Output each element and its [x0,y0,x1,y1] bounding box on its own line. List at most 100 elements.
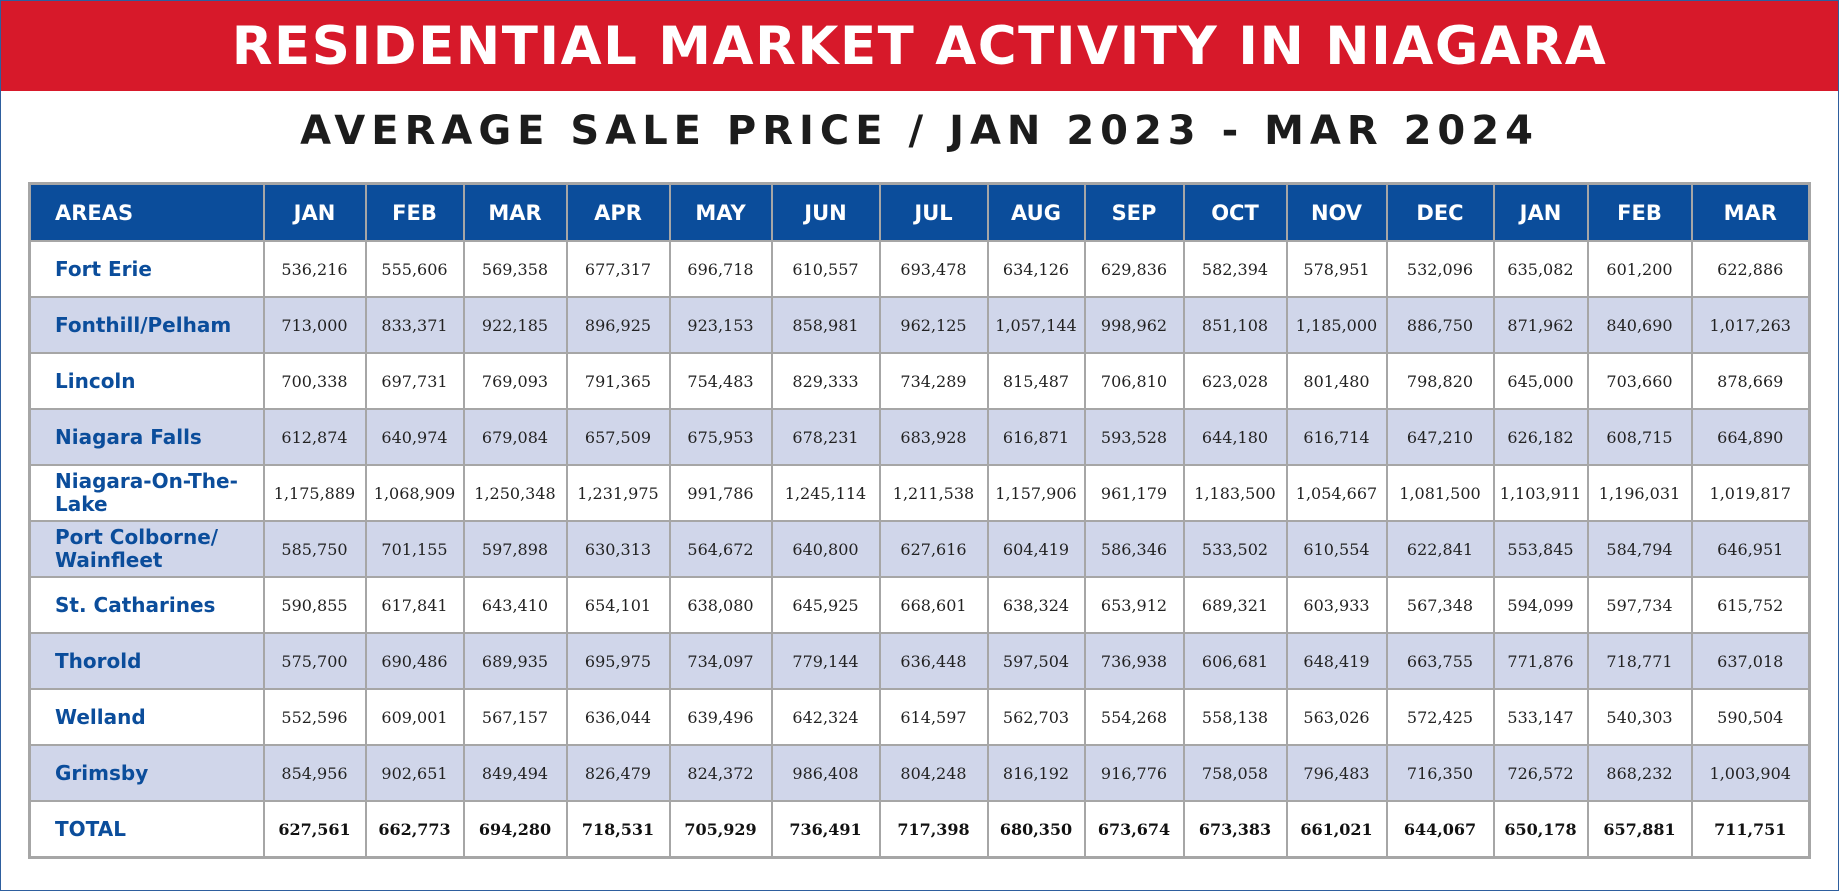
column-header-month: JUL [878,182,989,242]
price-cell: 582,394 [1182,240,1288,298]
total-cell: 673,674 [1083,800,1185,859]
price-cell: 622,886 [1690,240,1811,298]
price-cell: 584,794 [1586,520,1693,578]
total-cell: 705,929 [668,800,773,859]
price-cell: 858,981 [770,296,881,354]
column-header-month: AUG [986,182,1086,242]
price-cell: 590,504 [1690,688,1811,746]
area-name: Thorold [28,632,265,690]
price-cell: 578,951 [1285,240,1388,298]
price-cell: 801,480 [1285,352,1388,410]
area-name: Fort Erie [28,240,265,298]
price-cell: 683,928 [878,408,989,466]
price-cell: 663,755 [1385,632,1495,690]
price-cell: 734,097 [668,632,773,690]
price-cell: 886,750 [1385,296,1495,354]
table-row: Port Colborne/ Wainfleet 585,750 701,155 59… [28,520,1811,578]
price-cell: 606,681 [1182,632,1288,690]
price-cell: 854,956 [262,744,367,802]
price-cell: 640,800 [770,520,881,578]
total-cell: 661,021 [1285,800,1388,859]
price-cell: 615,752 [1690,576,1811,634]
price-cell: 718,771 [1586,632,1693,690]
table-row: Niagara Falls 612,874 640,974 679,084 657,50… [28,408,1811,466]
price-cell: 1,196,031 [1586,464,1693,522]
price-cell: 645,000 [1492,352,1589,410]
price-cell: 815,487 [986,352,1086,410]
price-cell: 829,333 [770,352,881,410]
column-header-month: MAR [462,182,568,242]
price-cell: 604,419 [986,520,1086,578]
column-header-month: FEB [364,182,465,242]
price-cell: 590,855 [262,576,367,634]
price-cell: 1,103,911 [1492,464,1589,522]
table-row: Lincoln 700,338 697,731 769,093 791,365 754,4… [28,352,1811,410]
total-cell: 662,773 [364,800,465,859]
price-cell: 1,054,667 [1285,464,1388,522]
column-header-month: SEP [1083,182,1185,242]
total-cell: 627,561 [262,800,367,859]
page-title: RESIDENTIAL MARKET ACTIVITY IN NIAGARA [1,1,1838,91]
price-cell: 643,410 [462,576,568,634]
price-cell: 804,248 [878,744,989,802]
total-row: TOTAL 627,561 662,773 694,280 718,531 705,929… [28,800,1811,859]
price-cell: 642,324 [770,688,881,746]
price-cell: 826,479 [565,744,671,802]
price-cell: 706,810 [1083,352,1185,410]
price-cell: 779,144 [770,632,881,690]
price-cell: 998,962 [1083,296,1185,354]
price-cell: 689,321 [1182,576,1288,634]
price-cell: 769,093 [462,352,568,410]
total-cell: 680,350 [986,800,1086,859]
price-cell: 616,871 [986,408,1086,466]
price-cell: 644,180 [1182,408,1288,466]
table-row: Fonthill/Pelham 713,000 833,371 922,185 896,… [28,296,1811,354]
column-header-month: MAY [668,182,773,242]
price-cell: 1,211,538 [878,464,989,522]
price-cell: 614,597 [878,688,989,746]
price-cell: 871,962 [1492,296,1589,354]
price-cell: 678,231 [770,408,881,466]
price-cell: 695,975 [565,632,671,690]
price-cell: 664,890 [1690,408,1811,466]
price-cell: 646,951 [1690,520,1811,578]
price-cell: 816,192 [986,744,1086,802]
price-cell: 701,155 [364,520,465,578]
price-cell: 585,750 [262,520,367,578]
price-cell: 675,953 [668,408,773,466]
price-cell: 617,841 [364,576,465,634]
table-row: Grimsby 854,956 902,651 849,494 826,479 824,3… [28,744,1811,802]
price-cell: 851,108 [1182,296,1288,354]
table-header-row: AREAS JAN FEB MAR APR MAY JUN JUL AUG SEP OCT NOV DE… [28,182,1811,242]
column-header-month: JAN [1492,182,1589,242]
price-cell: 962,125 [878,296,989,354]
area-name: Port Colborne/ Wainfleet [28,520,265,578]
price-cell: 647,210 [1385,408,1495,466]
total-cell: 736,491 [770,800,881,859]
price-cell: 868,232 [1586,744,1693,802]
price-cell: 798,820 [1385,352,1495,410]
table-row: Welland 552,596 609,001 567,157 636,044 639,4… [28,688,1811,746]
total-cell: 694,280 [462,800,568,859]
price-cell: 552,596 [262,688,367,746]
price-cell: 796,483 [1285,744,1388,802]
price-cell: 986,408 [770,744,881,802]
column-header-month: OCT [1182,182,1288,242]
price-cell: 754,483 [668,352,773,410]
price-cell: 597,734 [1586,576,1693,634]
price-cell: 636,044 [565,688,671,746]
total-label: TOTAL [28,800,265,859]
price-cell: 679,084 [462,408,568,466]
price-cell: 536,216 [262,240,367,298]
total-cell: 717,398 [878,800,989,859]
page-subtitle: AVERAGE SALE PRICE / JAN 2023 - MAR 2024 [300,108,1539,154]
price-cell: 961,179 [1083,464,1185,522]
table-row: Niagara-On-The-Lake 1,175,889 1,068,909 1,2… [28,464,1811,522]
price-cell: 657,509 [565,408,671,466]
price-cell: 1,157,906 [986,464,1086,522]
price-cell: 878,669 [1690,352,1811,410]
column-header-areas: AREAS [28,182,265,242]
price-cell: 716,350 [1385,744,1495,802]
price-cell: 563,026 [1285,688,1388,746]
total-cell: 644,067 [1385,800,1495,859]
